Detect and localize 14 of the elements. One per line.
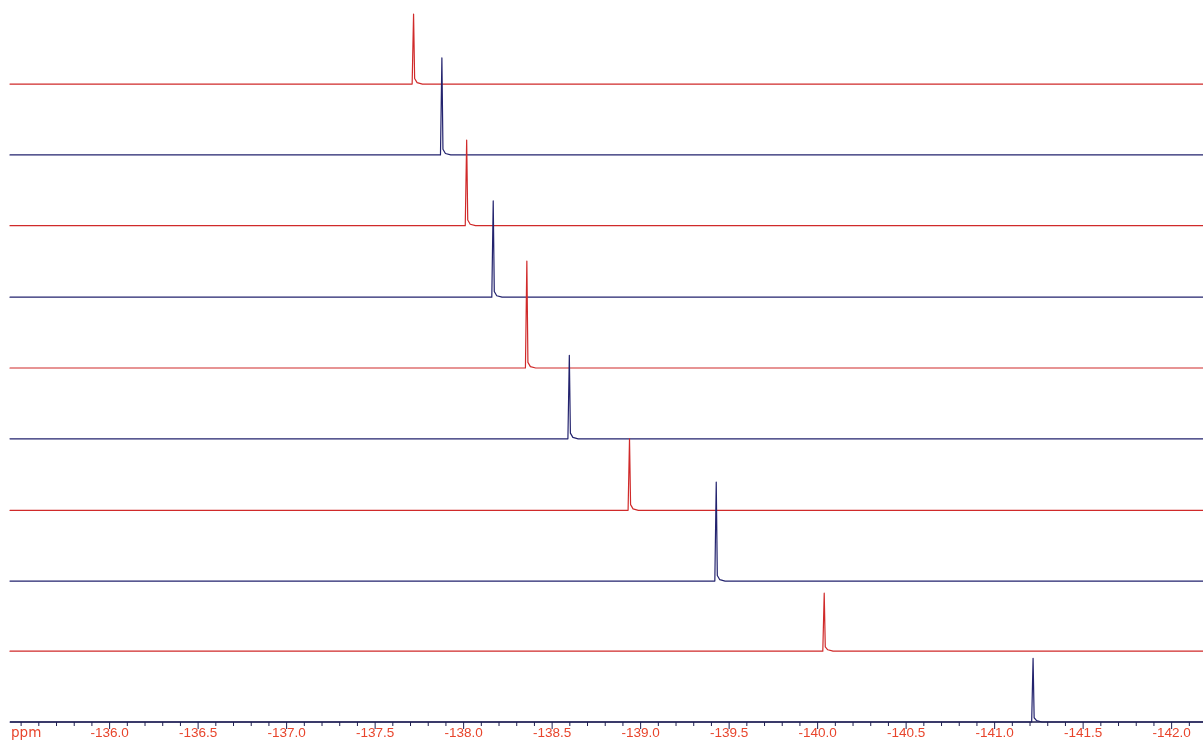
x-tick-label: -140.5 — [886, 725, 926, 740]
x-tick-label: -136.0 — [90, 725, 129, 740]
x-tick-label: -137.5 — [355, 725, 395, 740]
x-tick-label: -141.5 — [1064, 725, 1103, 740]
x-tick-label: -137.0 — [267, 725, 306, 740]
x-tick-label: -140.0 — [798, 725, 837, 740]
x-tick-label: -139.0 — [621, 725, 660, 740]
x-tick-label: -138.5 — [532, 725, 572, 740]
x-tick-label: -142.0 — [1152, 725, 1191, 740]
x-tick-label: -138.0 — [444, 725, 483, 740]
x-axis-title: ppm — [11, 724, 42, 740]
x-tick-label: -139.5 — [709, 725, 749, 740]
x-tick-label: -141.0 — [975, 725, 1014, 740]
x-tick-label: -136.5 — [178, 725, 218, 740]
